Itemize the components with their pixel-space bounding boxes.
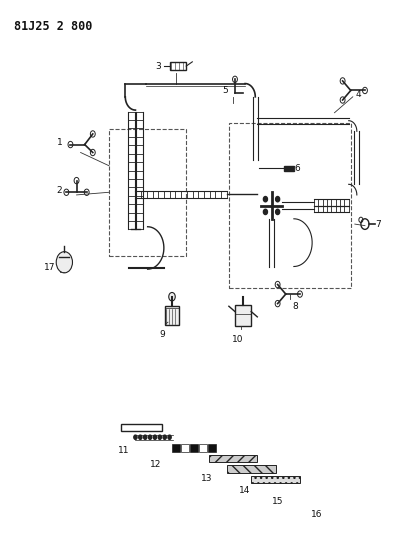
Circle shape: [148, 435, 152, 439]
Circle shape: [144, 435, 147, 439]
Circle shape: [263, 197, 267, 202]
Text: 9: 9: [159, 330, 165, 339]
Text: 2: 2: [57, 186, 62, 195]
Bar: [251, 476, 300, 483]
Bar: [165, 306, 179, 325]
Bar: [190, 444, 198, 451]
Text: 3: 3: [155, 62, 161, 71]
Text: 16: 16: [310, 510, 322, 519]
Circle shape: [263, 209, 267, 215]
Circle shape: [276, 197, 280, 202]
Circle shape: [168, 435, 171, 439]
Circle shape: [276, 209, 280, 215]
Bar: [209, 455, 257, 462]
Bar: [284, 166, 294, 171]
Text: 13: 13: [201, 473, 212, 482]
Circle shape: [163, 435, 166, 439]
Bar: [172, 444, 180, 451]
Text: 1: 1: [56, 139, 62, 148]
Text: 7: 7: [375, 220, 381, 229]
Bar: [208, 444, 216, 451]
Text: 15: 15: [272, 497, 283, 506]
Text: 14: 14: [239, 486, 251, 495]
Text: 17: 17: [45, 263, 56, 272]
Text: 4: 4: [356, 90, 362, 99]
Circle shape: [134, 435, 137, 439]
Circle shape: [139, 435, 142, 439]
Circle shape: [56, 252, 72, 273]
Text: 6: 6: [294, 164, 300, 173]
Bar: [227, 465, 276, 473]
Circle shape: [158, 435, 162, 439]
Text: 5: 5: [222, 86, 228, 95]
Bar: [170, 62, 186, 70]
Circle shape: [169, 293, 175, 301]
Text: 12: 12: [150, 461, 162, 469]
Circle shape: [153, 435, 157, 439]
Text: 81J25 2 800: 81J25 2 800: [13, 20, 92, 33]
Text: 8: 8: [292, 302, 298, 311]
Bar: [199, 444, 207, 451]
Text: 10: 10: [232, 335, 244, 344]
Bar: [181, 444, 189, 451]
Bar: [121, 424, 162, 431]
Bar: [235, 305, 251, 326]
Text: 11: 11: [117, 446, 129, 455]
